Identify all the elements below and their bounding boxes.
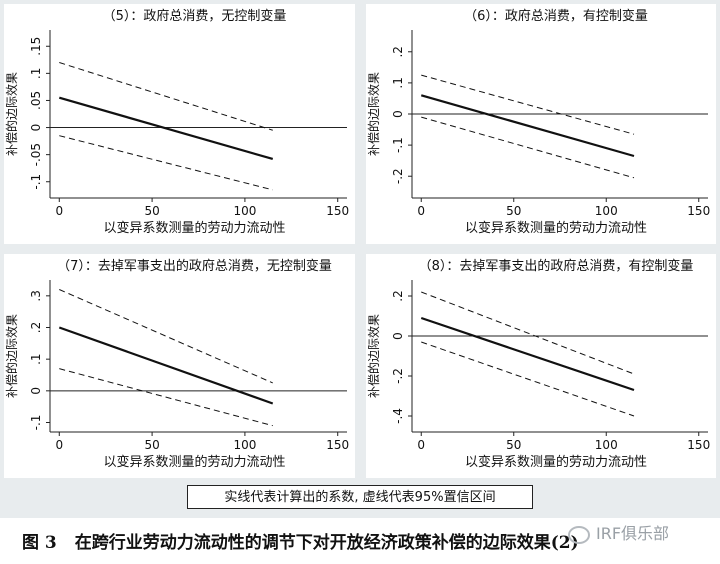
chart-panel-5: （5）：政府总消费，无控制变量 0 50 100 150 -.1 -.05 0 .05 .1 .15…: [4, 4, 355, 244]
coefficient-line: [420, 316, 635, 392]
chart-svg: （6）：政府总消费，有控制变量 0 50 100 150 -.2 -.1 0 .1 .2 以变异系数…: [366, 8, 710, 236]
legend-note: 实线代表计算出的系数, 虚线代表95%置信区间: [187, 485, 533, 509]
chart-panel-8: （8）：去掉军事支出的政府总消费，有控制变量 0 50 100 150 -.4 -.2 0 .2…: [366, 254, 716, 478]
x-axis-label: 以变异系数测量的劳动力流动性: [103, 454, 285, 470]
y-axis-label: 补偿的边际效果: [366, 314, 381, 398]
chart-svg: （8）：去掉军事支出的政府总消费，有控制变量 0 50 100 150 -.4 -.2 0 .2…: [366, 258, 710, 470]
chart-svg: （7）：去掉军事支出的政府总消费，无控制变量 0 50 100 150 -.1 0 .1 .2.…: [4, 258, 349, 470]
watermark: IRF俱乐部: [568, 520, 669, 544]
x-axis-label: 以变异系数测量的劳动力流动性: [103, 220, 285, 236]
wechat-icon: [568, 525, 590, 544]
y-tick-label: .3: [29, 290, 43, 301]
confidence-bound-line: [421, 116, 635, 179]
y-tick-label: .05: [29, 91, 43, 110]
y-tick-label: -.2: [391, 168, 405, 184]
y-tick-label: .1: [29, 68, 43, 79]
coefficient-line: [58, 96, 274, 161]
figure-caption: 图 3 在跨行业劳动力流动性的调节下对开放经济政策补偿的边际效果(2): [22, 528, 712, 553]
y-tick-label: .2: [29, 322, 43, 333]
confidence-bound-line: [59, 289, 273, 384]
y-tick-label: -.1: [29, 174, 43, 190]
y-tick-label: 0: [29, 387, 43, 395]
x-tick-label: 100: [233, 204, 256, 218]
x-tick-label: 0: [55, 438, 63, 452]
chart-title: （6）：政府总消费，有控制变量: [464, 8, 648, 24]
confidence-bound-line: [421, 74, 635, 135]
x-tick-label: 0: [55, 204, 63, 218]
y-axis-label: 补偿的边际效果: [4, 314, 19, 398]
coefficient-line: [58, 326, 274, 405]
y-tick-label: -.05: [29, 143, 43, 166]
y-tick-label: .2: [391, 46, 405, 57]
x-tick-label: 150: [326, 204, 349, 218]
x-tick-label: 50: [506, 204, 521, 218]
chart-title: （5）：政府总消费，无控制变量: [103, 8, 287, 24]
x-tick-label: 150: [687, 204, 710, 218]
y-tick-label: -.2: [391, 368, 405, 384]
x-tick-label: 50: [144, 438, 159, 452]
confidence-bound-line: [421, 291, 635, 375]
x-tick-label: 0: [417, 204, 425, 218]
y-tick-label: -.4: [391, 408, 405, 424]
x-axis-label: 以变异系数测量的劳动力流动性: [465, 454, 647, 470]
x-tick-label: 100: [595, 204, 618, 218]
chart-svg: （5）：政府总消费，无控制变量 0 50 100 150 -.1 -.05 0 .05 .1 .15…: [4, 8, 349, 236]
x-tick-label: 150: [326, 438, 349, 452]
confidence-bound-line: [59, 62, 273, 131]
y-tick-label: 0: [391, 332, 405, 340]
chart-panel-7: （7）：去掉军事支出的政府总消费，无控制变量 0 50 100 150 -.1 0 .1 .2.…: [4, 254, 355, 478]
y-tick-label: .1: [29, 353, 43, 364]
x-tick-label: 100: [233, 438, 256, 452]
x-tick-label: 50: [144, 204, 159, 218]
confidence-bound-line: [59, 368, 273, 427]
watermark-text: IRF俱乐部: [596, 524, 670, 543]
confidence-bound-line: [421, 341, 635, 417]
x-tick-label: 50: [506, 438, 521, 452]
y-tick-label: -.1: [29, 415, 43, 431]
x-tick-label: 100: [595, 438, 618, 452]
y-axis-label: 补偿的边际效果: [366, 72, 381, 156]
y-tick-label: .1: [391, 77, 405, 88]
y-axis-label: 补偿的边际效果: [4, 72, 19, 156]
y-tick-label: 0: [29, 124, 43, 132]
chart-panel-6: （6）：政府总消费，有控制变量 0 50 100 150 -.2 -.1 0 .1 .2 以变异系数…: [366, 4, 716, 244]
x-tick-label: 150: [687, 438, 710, 452]
y-tick-label: .15: [29, 37, 43, 56]
x-tick-label: 0: [417, 438, 425, 452]
chart-title: （7）：去掉军事支出的政府总消费，无控制变量: [57, 258, 332, 274]
caption-number: 图 3: [22, 533, 57, 553]
y-tick-label: .2: [391, 290, 405, 301]
y-tick-label: -.1: [391, 137, 405, 153]
x-axis-label: 以变异系数测量的劳动力流动性: [465, 220, 647, 236]
chart-title: （8）：去掉军事支出的政府总消费，有控制变量: [419, 258, 694, 274]
y-tick-label: 0: [391, 110, 405, 118]
confidence-bound-line: [59, 135, 273, 191]
caption-text: 在跨行业劳动力流动性的调节下对开放经济政策补偿的边际效果(2): [74, 533, 579, 553]
coefficient-line: [420, 94, 635, 158]
